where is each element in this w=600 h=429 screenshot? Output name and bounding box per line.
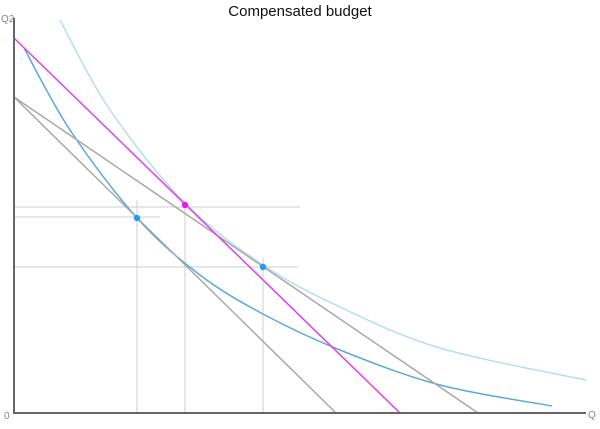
guide-lines	[14, 200, 300, 413]
indifference-curve-low	[23, 47, 553, 407]
tangency-point-new	[181, 201, 189, 209]
x-axis-label: Q	[588, 410, 596, 421]
chart-title: Compensated budget	[228, 3, 372, 20]
tangency-point-compensated	[133, 214, 141, 222]
indifference-curve-high	[59, 19, 587, 381]
tangency-point-original	[259, 263, 267, 271]
origin-label: 0	[4, 411, 10, 422]
y-axis-label: Q2	[1, 14, 15, 25]
original-budget-line	[13, 96, 479, 414]
new-budget-line	[13, 37, 401, 414]
compensated-budget-line	[13, 96, 337, 414]
